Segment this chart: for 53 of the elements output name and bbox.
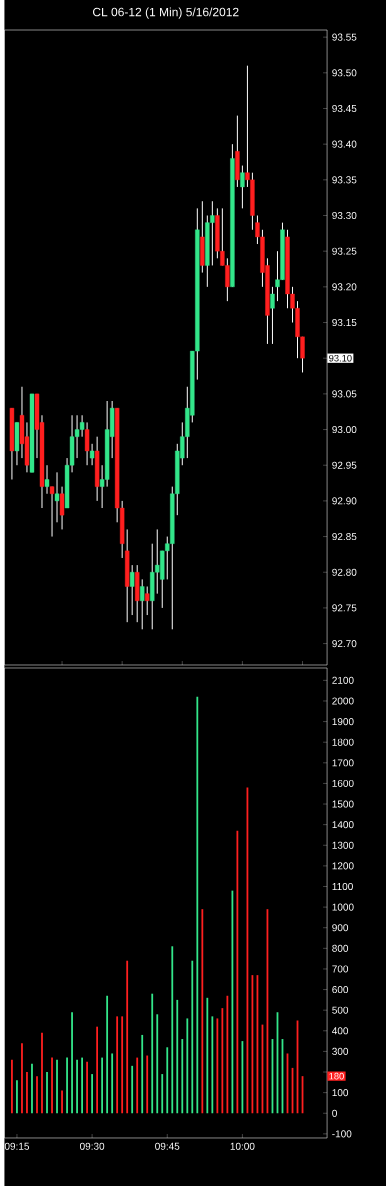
y-tick-label: 2100 [332, 676, 354, 684]
y-tick-label: 800 [332, 944, 348, 952]
y-tick-label: 1600 [332, 779, 354, 787]
y-tick-label: 700 [332, 965, 348, 973]
y-tick-label: 93.40 [332, 140, 357, 148]
candlestick [129, 564, 135, 616]
candlestick [270, 286, 275, 345]
chart-title: CL 06-12 (1 Min) 5/16/2012 [92, 7, 239, 19]
y-tick-label: 93.25 [332, 247, 357, 255]
y-tick-label: 900 [332, 924, 348, 932]
y-tick-label: 93.20 [332, 283, 357, 291]
y-tick-label: 1500 [332, 800, 354, 808]
y-tick-label: 100 [332, 1089, 348, 1097]
candlestick [139, 578, 145, 630]
y-tick-label: 92.90 [332, 497, 357, 505]
y-tick-label: 92.95 [332, 461, 357, 469]
y-tick-label: 92.80 [332, 568, 357, 576]
y-tick-label: 1400 [332, 821, 354, 829]
y-tick-label: 93.50 [332, 69, 357, 77]
y-tick-label: 400 [331, 1027, 348, 1035]
candlestick [209, 200, 215, 266]
y-tick-label: 1200 [332, 862, 354, 870]
y-tick-label: 92.70 [332, 640, 357, 648]
y-tick-label: 92.85 [332, 533, 357, 541]
y-tick-label: 1100 [332, 882, 353, 891]
candlestick [240, 165, 245, 209]
y-tick-label: 0 [331, 1109, 337, 1117]
y-tick-label: 93.30 [332, 211, 357, 220]
annotation: 180 [329, 1072, 344, 1080]
y-tick-label: 300 [331, 1047, 348, 1055]
y-tick-label: -100 [332, 1130, 352, 1138]
y-tick-label: 92.75 [332, 604, 357, 612]
y-tick-label: 500 [331, 1006, 348, 1014]
candlestick [144, 586, 150, 616]
x-tick-label: 09:30 [79, 1142, 105, 1150]
y-tick-label: 93.35 [332, 176, 357, 184]
y-tick-label: 93.45 [332, 104, 357, 113]
y-tick-label: 2000 [332, 697, 354, 705]
y-tick-label: 1700 [332, 759, 354, 767]
y-tick-label: 1300 [332, 841, 354, 849]
y-tick-label: 600 [332, 986, 348, 994]
y-tick-label: 93.15 [332, 318, 357, 327]
y-tick-label: 1000 [332, 903, 354, 911]
x-tick-label: 10:00 [230, 1142, 255, 1150]
y-tick-label: 1800 [332, 738, 354, 746]
candlestick [44, 464, 50, 495]
x-tick-label: 09:45 [154, 1142, 180, 1150]
y-tick-label: 93.05 [332, 390, 357, 398]
annotation: 93.10 [328, 354, 352, 362]
y-tick-label: 1900 [332, 718, 354, 726]
y-tick-label: 93.00 [332, 426, 357, 434]
x-tick-label: 09:15 [4, 1142, 29, 1150]
y-tick-label: 93.55 [332, 33, 357, 41]
